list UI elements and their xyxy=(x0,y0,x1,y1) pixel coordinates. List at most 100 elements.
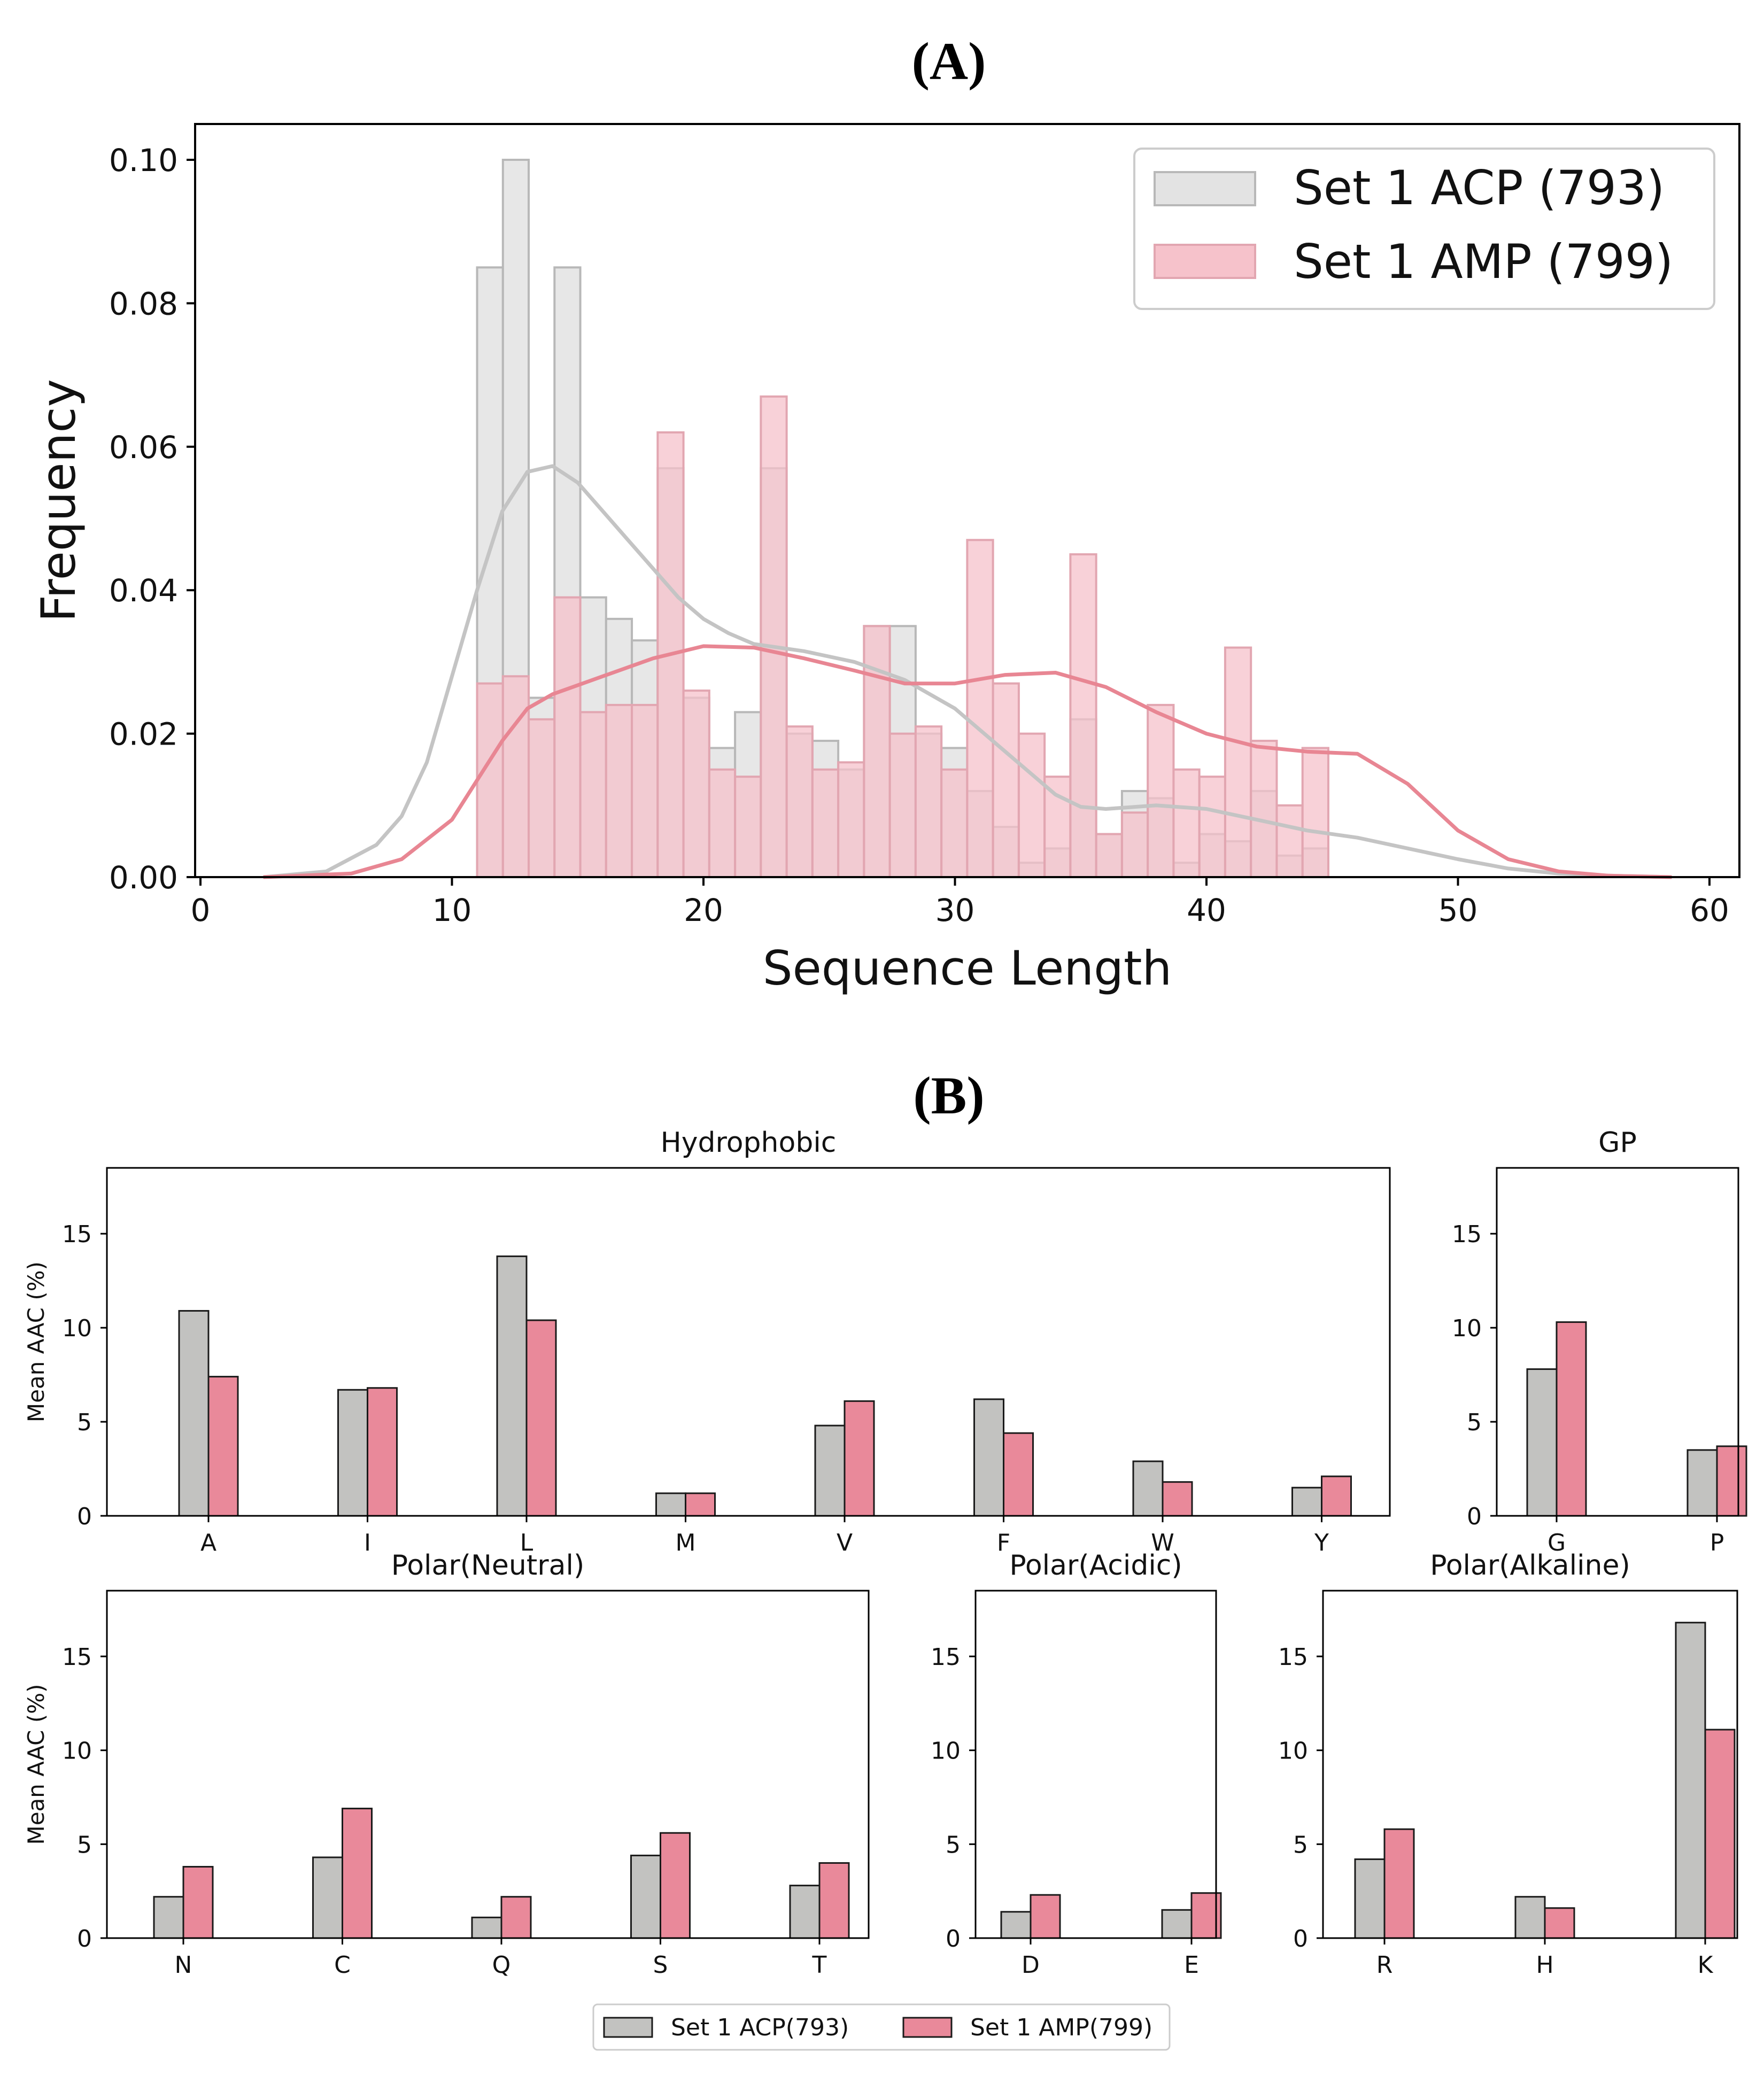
aac-bar-acp-K xyxy=(1675,1622,1706,1939)
hist-bar-amp-16 xyxy=(888,732,917,878)
aac-ylabel: Mean AAC (%) xyxy=(23,1261,49,1422)
aac-bar-amp-I xyxy=(367,1387,398,1517)
aac-bar-amp-C xyxy=(342,1808,373,1939)
aac-ytick-label: 5 xyxy=(1467,1409,1482,1436)
aac-frame xyxy=(974,1590,1217,1939)
aac-bar-acp-D xyxy=(1000,1911,1032,1939)
aac-ytick-label: 15 xyxy=(62,1221,92,1248)
aac-bar-acp-R xyxy=(1354,1858,1386,1939)
aac-bar-amp-Y xyxy=(1321,1475,1352,1517)
hist-bar-amp-19 xyxy=(966,539,994,878)
aac-bar-acp-E xyxy=(1161,1909,1193,1939)
aac-legend-swatch-acp xyxy=(603,2017,653,2038)
hist-ytick-label: 0.04 xyxy=(109,572,178,609)
aac-bar-amp-L xyxy=(525,1319,557,1517)
hist-bar-amp-12 xyxy=(785,725,814,879)
aac-legend-swatch-amp xyxy=(902,2017,953,2038)
hist-bar-amp-27 xyxy=(1172,768,1201,878)
hist-ytick-label: 0.00 xyxy=(109,859,178,896)
hist-ytick-label: 0.02 xyxy=(109,716,178,753)
aac-xtick-label: A xyxy=(200,1529,216,1556)
aac-frame xyxy=(1322,1590,1738,1939)
aac-bar-amp-A xyxy=(207,1376,239,1517)
hist-kde-acp xyxy=(263,464,1672,879)
aac-bar-amp-D xyxy=(1030,1894,1061,1939)
aac-subplot-0: Hydrophobic A I L M V F W Y 0 5 10 15 Mean AAC (%) xyxy=(23,1127,1391,1556)
aac-bar-amp-S xyxy=(660,1832,691,1939)
hist-ytick-label: 0.06 xyxy=(109,429,178,466)
hist-bar-amp-8 xyxy=(682,690,710,878)
hist-xtick-label: 50 xyxy=(1438,892,1478,928)
aac-xtick-label: M xyxy=(676,1529,696,1556)
aac-bar-acp-G xyxy=(1526,1368,1558,1517)
hist-legend: Set 1 ACP (793) Set 1 AMP (799) xyxy=(1133,148,1715,310)
aac-frame xyxy=(1496,1167,1739,1517)
hist-bar-amp-9 xyxy=(708,768,737,878)
hist-bar-amp-11 xyxy=(760,395,788,878)
aac-bar-acp-Q xyxy=(471,1916,502,1939)
aac-legend-box xyxy=(592,2003,1171,2051)
hist-bar-amp-18 xyxy=(940,768,969,878)
hist-bar-amp-4 xyxy=(579,711,607,878)
aac-ytick-label: 10 xyxy=(931,1738,961,1765)
aac-ytick-label: 15 xyxy=(931,1644,961,1671)
aac-bar-acp-C xyxy=(312,1856,343,1939)
hist-legend-label-amp: Set 1 AMP (799) xyxy=(1294,234,1673,289)
aac-ytick-label: 15 xyxy=(62,1644,92,1671)
aac-xtick-label: T xyxy=(812,1951,827,1979)
aac-plot-area xyxy=(976,1591,1216,1938)
hist-bar-amp-29 xyxy=(1224,646,1252,879)
aac-xtick-label: Q xyxy=(492,1951,511,1979)
aac-bar-acp-V xyxy=(814,1424,846,1517)
hist-bar-amp-20 xyxy=(992,682,1020,879)
aac-ytick-label: 10 xyxy=(1278,1738,1308,1765)
aac-bar-amp-V xyxy=(844,1400,875,1517)
hist-ylabel: Frequency xyxy=(31,379,86,622)
aac-xtick-label: D xyxy=(1022,1951,1040,1979)
aac-xtick-label: R xyxy=(1376,1951,1393,1979)
aac-bar-amp-K xyxy=(1704,1729,1736,1939)
aac-xtick-label: V xyxy=(837,1529,853,1556)
aac-ytick-label: 10 xyxy=(62,1738,92,1765)
hist-bar-amp-21 xyxy=(1017,732,1046,878)
hist-bar-amp-6 xyxy=(631,703,659,879)
aac-bar-acp-N xyxy=(153,1896,184,1939)
aac-ytick-label: 0 xyxy=(946,1925,961,1953)
aac-xtick-label: F xyxy=(997,1529,1010,1556)
aac-bar-acp-P xyxy=(1686,1449,1718,1517)
hist-legend-swatch-amp xyxy=(1154,244,1256,279)
aac-ytick-label: 5 xyxy=(77,1831,92,1858)
aac-xtick-label: P xyxy=(1710,1529,1724,1556)
aac-ytick-label: 0 xyxy=(1293,1925,1308,1953)
aac-bar-acp-S xyxy=(630,1854,661,1939)
aac-bar-amp-F xyxy=(1003,1432,1034,1517)
aac-xtick-label: W xyxy=(1151,1529,1174,1556)
hist-xtick-label: 30 xyxy=(935,892,975,928)
aac-ytick-label: 0 xyxy=(1467,1503,1482,1530)
hist-bar-amp-30 xyxy=(1250,740,1278,879)
hist-xlabel: Sequence Length xyxy=(763,941,1172,996)
hist-bar-amp-26 xyxy=(1147,703,1175,879)
aac-bar-amp-G xyxy=(1556,1321,1587,1517)
aac-bar-amp-R xyxy=(1383,1828,1415,1939)
aac-subplot-title: Hydrophobic xyxy=(661,1127,837,1159)
hist-legend-label-acp: Set 1 ACP (793) xyxy=(1294,160,1665,215)
aac-subplot-title: Polar(Alkaline) xyxy=(1430,1550,1630,1582)
hist-bar-amp-3 xyxy=(553,596,582,878)
aac-plot-area xyxy=(107,1168,1390,1516)
aac-bar-acp-Y xyxy=(1291,1486,1322,1517)
aac-bar-acp-F xyxy=(973,1398,1004,1517)
aac-xtick-label: C xyxy=(334,1951,351,1979)
aac-bar-acp-T xyxy=(789,1885,821,1939)
hist-bar-amp-1 xyxy=(501,675,530,878)
hist-bar-amp-32 xyxy=(1301,747,1329,878)
aac-subplot-4: Polar(Alkaline) R H K 0 5 10 15 xyxy=(1278,1550,1738,1979)
aac-bar-acp-W xyxy=(1132,1460,1164,1517)
hist-ytick-label: 0.08 xyxy=(109,285,178,322)
aac-bar-amp-W xyxy=(1162,1481,1193,1517)
aac-ytick-label: 15 xyxy=(1452,1221,1482,1248)
aac-ytick-label: 10 xyxy=(1452,1315,1482,1342)
hist-bar-amp-17 xyxy=(914,725,943,879)
hist-bar-amp-2 xyxy=(528,718,556,878)
